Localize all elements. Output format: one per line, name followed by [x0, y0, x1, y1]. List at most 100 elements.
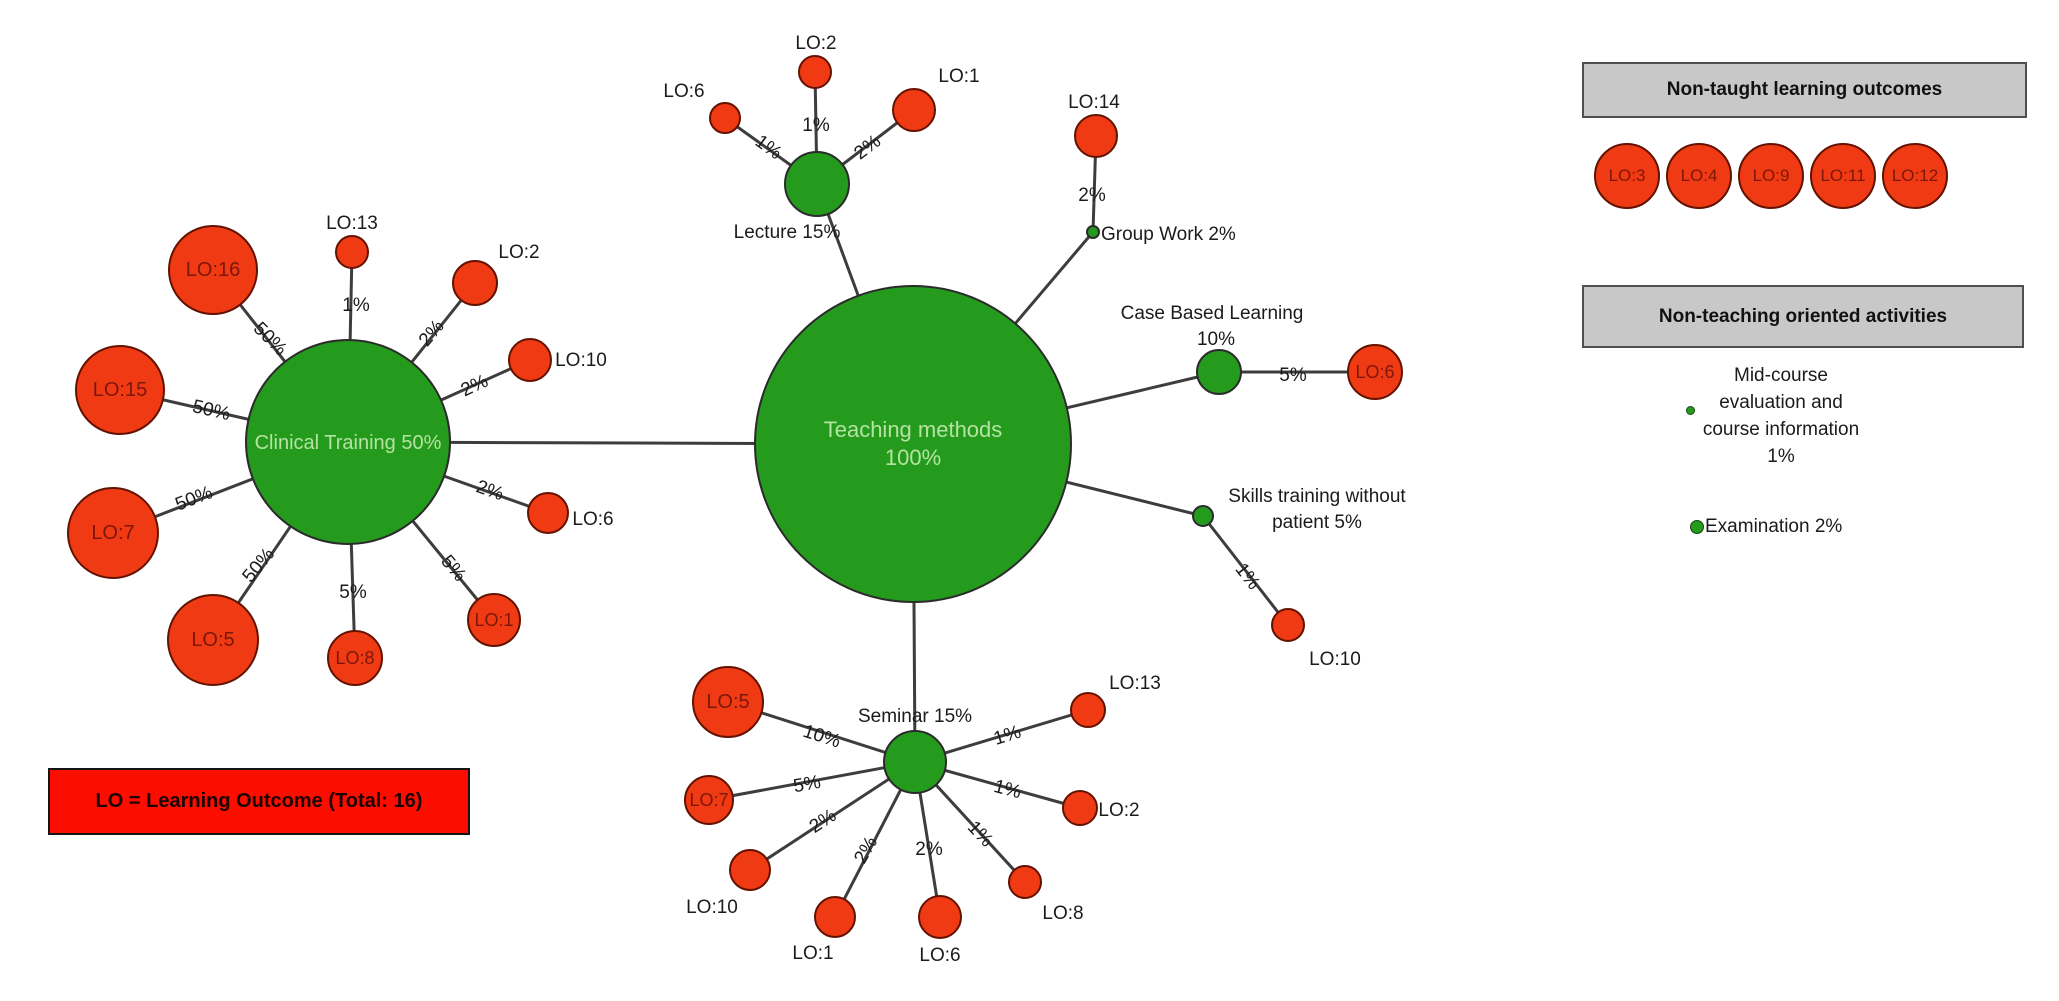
- hub-teaching-label: 100%: [885, 445, 941, 470]
- node-clinical-lo10-circle: [508, 338, 552, 382]
- node-seminar-lo13-pct-label: 1%: [991, 722, 1024, 750]
- hub-seminar-label-0: Seminar 15%: [858, 706, 972, 727]
- hub-skills-label-1: patient 5%: [1272, 512, 1362, 533]
- node-seminar-lo2-circle: [1062, 790, 1098, 826]
- node-seminar-lo2-label: LO:2: [1098, 800, 1139, 821]
- node-seminar-lo5-pct-label: 10%: [800, 721, 843, 753]
- hub-case_based-label-0: Case Based Learning: [1121, 303, 1304, 324]
- node-group_work-lo14-pct-label: 2%: [1078, 185, 1106, 206]
- node-clinical-lo8-circle: [327, 630, 383, 686]
- examination-item: Examination 2%: [1690, 516, 1842, 538]
- node-clinical-lo5-circle: [167, 594, 259, 686]
- hub-teaching-circle: [754, 285, 1072, 603]
- node-clinical-lo16-circle: [168, 225, 258, 315]
- hub-case_based-circle: [1196, 349, 1242, 395]
- non-taught-outcome-lo11: LO:11: [1810, 143, 1876, 209]
- non-taught-outcome-lo12: LO:12: [1882, 143, 1948, 209]
- node-seminar-lo7-label: LO:7: [689, 790, 728, 810]
- node-seminar-lo6-label: LO:6: [919, 945, 960, 966]
- node-clinical-lo13-circle: [335, 235, 369, 269]
- node-clinical-lo16-label: LO:16: [186, 259, 240, 281]
- hub-case_based-label-1: 10%: [1197, 329, 1235, 350]
- node-clinical-lo8-pct-label: 5%: [339, 582, 367, 603]
- node-lecture-lo6-label: LO:6: [663, 81, 704, 102]
- node-lecture-lo6-circle: [709, 102, 741, 134]
- node-seminar-lo7-pct-label: 5%: [792, 772, 823, 797]
- node-case_based-lo6-circle: [1347, 344, 1403, 400]
- hub-lecture-label-0: Lecture 15%: [734, 222, 841, 243]
- node-clinical-lo1-circle: [467, 593, 521, 647]
- hub-group_work-circle: [1086, 225, 1100, 239]
- non-taught-outcome-lo3: LO:3: [1594, 143, 1660, 209]
- non-taught-outcome-lo4: LO:4: [1666, 143, 1732, 209]
- node-seminar-lo1-pct-label: 2%: [850, 833, 882, 867]
- node-group_work-lo14-label: LO:14: [1068, 92, 1120, 113]
- node-clinical-lo6-circle: [527, 492, 569, 534]
- node-clinical-lo2-circle: [452, 260, 498, 306]
- examination-label: Examination 2%: [1705, 516, 1843, 537]
- node-clinical-lo13-label: LO:13: [326, 213, 378, 234]
- midcourse-evaluation-label: Mid-course evaluation and course informa…: [1702, 365, 1860, 467]
- node-clinical-lo7-label: LO:7: [91, 522, 134, 544]
- node-seminar-lo5-circle: [692, 666, 764, 738]
- node-lecture-lo2-circle: [798, 55, 832, 89]
- node-clinical-lo5-label: LO:5: [191, 629, 234, 651]
- hub-clinical-label: Clinical Training 50%: [255, 432, 442, 454]
- node-clinical-lo7-pct-label: 50%: [173, 482, 216, 515]
- node-group_work-lo14-circle: [1074, 114, 1118, 158]
- node-clinical-lo6-pct-label: 2%: [473, 476, 506, 505]
- edge-skills-lo10: [1201, 515, 1290, 626]
- edge-seminar-lo7: [708, 760, 916, 802]
- node-clinical-lo2-label: LO:2: [498, 242, 539, 263]
- node-seminar-lo8-label: LO:8: [1042, 903, 1083, 924]
- midcourse-bullet-dot-icon: [1686, 406, 1695, 415]
- lo-definition-box: LO = Learning Outcome (Total: 16): [48, 768, 470, 835]
- node-seminar-lo5-label: LO:5: [706, 691, 749, 713]
- node-lecture-lo2-label: LO:2: [795, 33, 836, 54]
- hub-lecture-circle: [784, 151, 850, 217]
- hub-clinical-circle: [245, 339, 451, 545]
- node-seminar-lo6-pct-label: 2%: [915, 839, 943, 860]
- node-seminar-lo6-circle: [918, 895, 962, 939]
- node-skills-lo10-circle: [1271, 608, 1305, 642]
- node-lecture-lo2-pct-label: 1%: [802, 115, 830, 136]
- hub-teaching-label: Teaching methods: [824, 417, 1003, 442]
- non-teaching-activities-header: Non-teaching oriented activities: [1582, 285, 2024, 348]
- node-lecture-lo1-label: LO:1: [938, 66, 979, 87]
- node-seminar-lo8-circle: [1008, 865, 1042, 899]
- node-lecture-lo1-circle: [892, 88, 936, 132]
- node-clinical-lo1-label: LO:1: [474, 610, 513, 630]
- non-taught-outcomes-header: Non-taught learning outcomes: [1582, 62, 2027, 118]
- node-seminar-lo10-label: LO:10: [686, 897, 738, 918]
- non-taught-outcome-lo9: LO:9: [1738, 143, 1804, 209]
- node-clinical-lo15-pct-label: 50%: [190, 396, 232, 425]
- node-clinical-lo7-circle: [67, 487, 159, 579]
- node-clinical-lo15-circle: [75, 345, 165, 435]
- node-clinical-lo15-label: LO:15: [93, 379, 147, 401]
- examination-bullet-dot-icon: [1690, 520, 1704, 534]
- hub-skills-label-0: Skills training without: [1228, 486, 1406, 507]
- hub-seminar-circle: [883, 730, 947, 794]
- node-case_based-lo6-pct-label: 5%: [1279, 365, 1307, 386]
- node-seminar-lo1-label: LO:1: [792, 943, 833, 964]
- edge-seminar-lo10: [749, 760, 916, 872]
- node-seminar-lo13-label: LO:13: [1109, 673, 1161, 694]
- node-clinical-lo13-pct-label: 1%: [342, 295, 370, 316]
- node-case_based-lo6-label: LO:6: [1355, 362, 1394, 382]
- node-skills-lo10-label: LO:10: [1309, 649, 1361, 670]
- node-seminar-lo10-circle: [729, 849, 771, 891]
- node-clinical-lo10-label: LO:10: [555, 350, 607, 371]
- node-clinical-lo6-label: LO:6: [572, 509, 613, 530]
- node-seminar-lo1-circle: [814, 896, 856, 938]
- node-clinical-lo8-label: LO:8: [335, 648, 374, 668]
- node-seminar-lo7-circle: [684, 775, 734, 825]
- node-seminar-lo2-pct-label: 1%: [991, 776, 1023, 803]
- node-seminar-lo13-circle: [1070, 692, 1106, 728]
- non-taught-outcomes-list: LO:3 LO:4 LO:9 LO:11 LO:12: [1594, 143, 1948, 209]
- hub-group_work-label-0: Group Work 2%: [1101, 224, 1236, 245]
- node-clinical-lo10-pct-label: 2%: [458, 371, 492, 402]
- hub-skills-circle: [1192, 505, 1214, 527]
- node-seminar-lo10-pct-label: 2%: [806, 805, 841, 838]
